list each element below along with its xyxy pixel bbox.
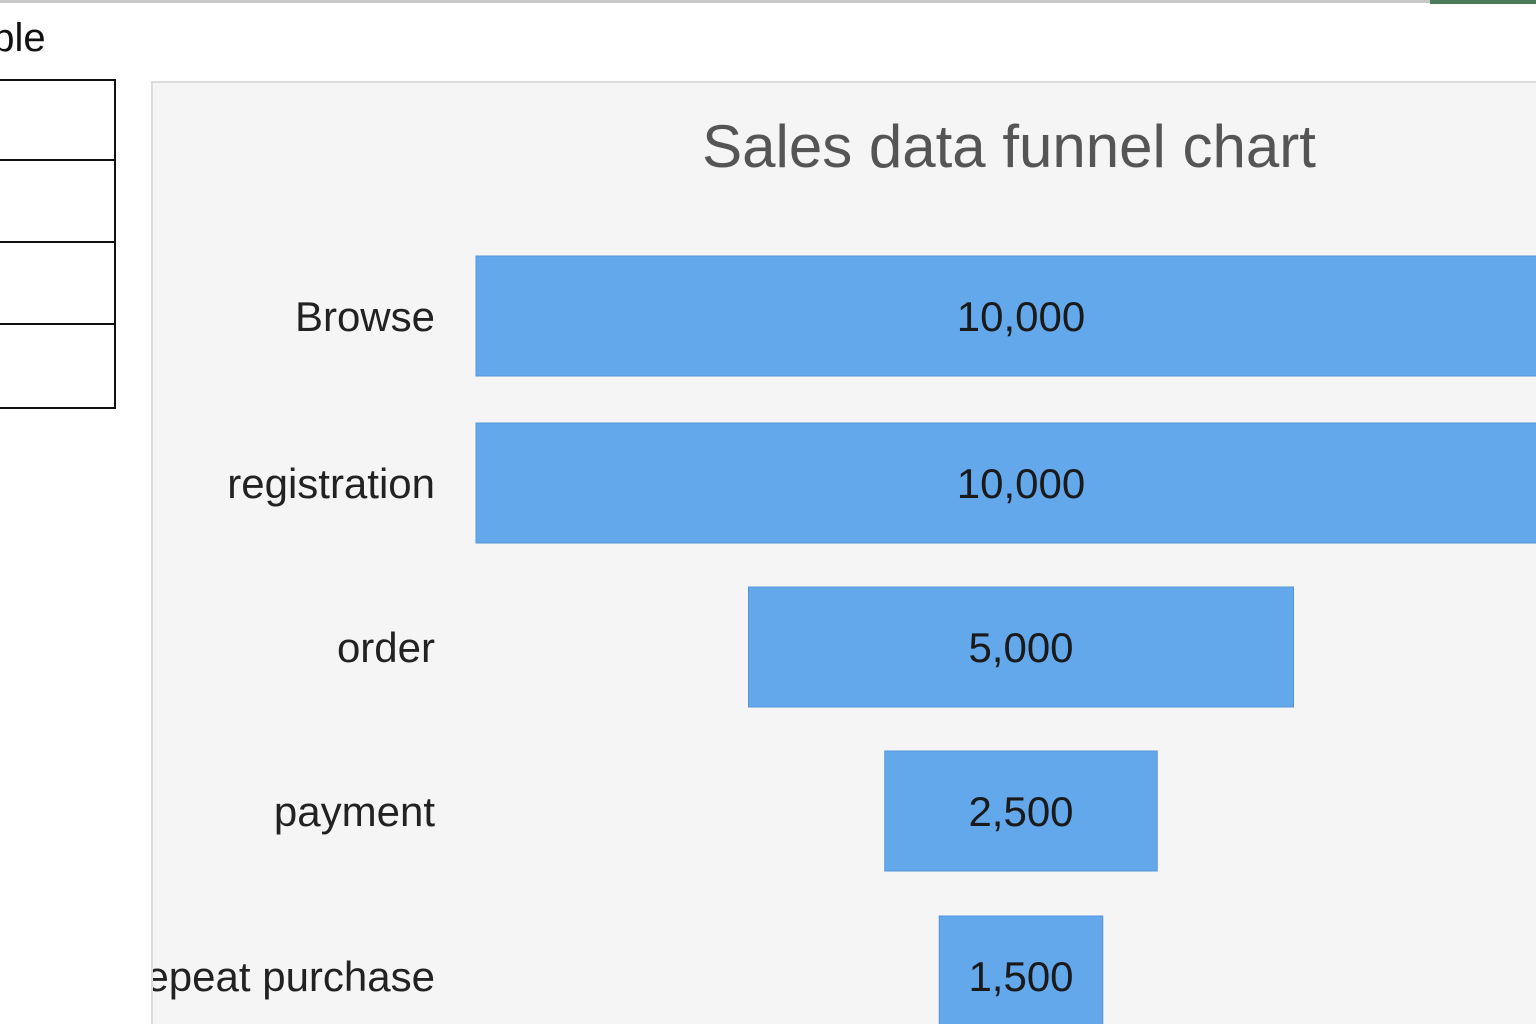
funnel-bar-2[interactable] [475,422,1536,544]
spreadsheet-cell[interactable] [0,327,114,407]
spreadsheet-cell[interactable] [0,245,114,325]
funnel-value-label-5: 1,500 [968,953,1073,1000]
chart-panel[interactable]: Sales data funnel chart 10,000 Browse 10,0… [151,81,1536,1024]
funnel-bar-3[interactable] [748,586,1294,708]
funnel-stage-label-2: registration [227,460,435,507]
spreadsheet-cell-grid [0,79,116,409]
funnel-layer: 10,000 Browse 10,000 registration 5,000 order… [153,255,1536,1024]
column-header-text: ople [0,16,46,60]
funnel-value-label-1: 10,000 [957,293,1085,340]
funnel-value-label-4: 2,500 [968,788,1073,835]
funnel-value-label-2: 10,000 [957,460,1085,507]
funnel-value-label-3: 5,000 [968,624,1073,671]
chart-title: Sales data funnel chart [702,113,1316,180]
funnel-stage-label-3: order [337,624,435,671]
spreadsheet-cell[interactable] [0,81,114,161]
top-border [0,0,1536,3]
funnel-stage-label-1: Browse [295,293,435,340]
funnel-bar-5[interactable] [938,915,1104,1024]
funnel-bar-1[interactable] [475,255,1536,377]
funnel-chart: Sales data funnel chart 10,000Browse10,0… [153,113,1536,1024]
funnel-bar-4[interactable] [884,750,1158,872]
funnel-stage-label-5: repeat purchase [153,953,435,1000]
spreadsheet-cell[interactable] [0,163,114,243]
funnel-stage-label-4: payment [274,788,435,835]
selected-tab-accent [1430,0,1536,4]
